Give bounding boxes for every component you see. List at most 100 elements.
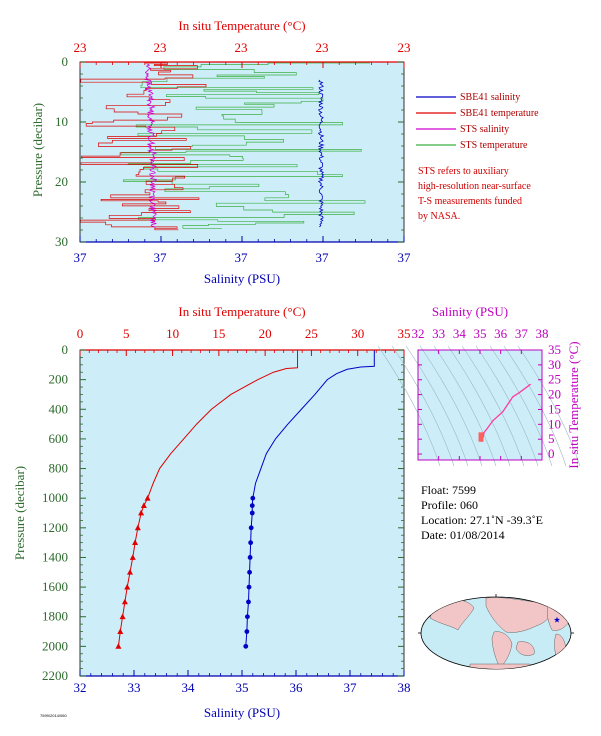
axis-ticks: [79, 61, 405, 243]
salinity-marker: [244, 629, 250, 634]
salinity-marker: [246, 599, 251, 605]
ts-y-tick: 30: [548, 357, 561, 372]
note-line: T-S measurements funded: [418, 196, 522, 207]
top-x2-tick: 23: [154, 40, 167, 55]
sbe41-salinity-trace: [317, 79, 325, 228]
main-y-tick: 2000: [42, 638, 68, 653]
top-x-tick: 37: [316, 250, 330, 265]
ts-x-tick: 35: [474, 326, 487, 341]
salinity-marker: [247, 569, 252, 575]
date: Date: 01/08/2014: [421, 528, 505, 542]
top-y-tick: 30: [55, 234, 68, 249]
temperature-marker: [138, 509, 145, 516]
ts-x-axis-label: Salinity (PSU): [432, 304, 508, 319]
main-x2-tick: 35: [398, 326, 411, 341]
main-y-tick: 800: [49, 461, 69, 476]
ts-series: [478, 383, 532, 442]
temperature-marker: [115, 643, 122, 649]
legend: SBE41 salinity SBE41 temperature STS sal…: [416, 92, 539, 222]
top-y-axis-label: Pressure (decibar): [30, 103, 45, 197]
main-x2-tick: 25: [305, 326, 318, 341]
main-y-tick: 1000: [42, 490, 68, 505]
main-y-tick: 1200: [42, 520, 68, 535]
ts-x-tick: 37: [515, 326, 529, 341]
main-y-tick: 200: [49, 372, 69, 387]
main-x-axis-label: Salinity (PSU): [204, 705, 280, 720]
ts-y-axis-label: In situ Temperature (°C): [566, 341, 581, 468]
profile-number: Profile: 060: [421, 498, 478, 512]
density-contour: [461, 345, 525, 467]
location: Location: 27.1˚N -39.3˚E: [421, 513, 543, 527]
main-x2-tick: 20: [259, 326, 272, 341]
density-contour: [489, 345, 553, 467]
main-x-tick: 32: [74, 680, 87, 695]
top-y-tick: 10: [55, 114, 68, 129]
profile-series: [115, 350, 375, 649]
legend-label: SBE41 salinity: [460, 92, 520, 103]
ts-x-tick: 36: [494, 326, 508, 341]
density-contour: [391, 345, 455, 467]
ts-y-tick: 35: [548, 342, 561, 357]
footer-stamp: 7599/2014/060: [40, 713, 67, 718]
ts-y-tick: 0: [548, 446, 555, 461]
ts-y-tick: 10: [548, 416, 561, 431]
main-x-tick: 34: [182, 680, 196, 695]
main-x-tick: 35: [236, 680, 249, 695]
temperature-marker: [144, 494, 151, 501]
main-x2-tick: 15: [212, 326, 225, 341]
axis-tick-labels: 32 33 34 35 36 37 38 0 5 10 15 20 25 30 35 0 200 400 600 80…: [42, 326, 411, 695]
ts-x-tick: 38: [536, 326, 549, 341]
temperature-marker: [117, 628, 124, 634]
salinity-marker: [248, 525, 254, 531]
top-y-tick: 20: [55, 174, 68, 189]
salinity-marker: [248, 540, 254, 546]
main-y-tick: 2200: [42, 668, 68, 683]
temperature-marker: [140, 502, 147, 508]
float-info: Float: 7599 Profile: 060 Location: 27.1˚…: [421, 483, 543, 542]
top-x2-tick: 23: [235, 40, 248, 55]
salinity-marker: [247, 555, 253, 560]
top-x2-axis-label: In situ Temperature (°C): [178, 18, 305, 33]
note-line: STS refers to auxiliary: [418, 166, 509, 177]
top-x-tick: 37: [398, 250, 412, 265]
top-x-tick: 37: [154, 250, 168, 265]
temperature-marker: [134, 524, 141, 531]
ts-y-tick: 5: [548, 431, 555, 446]
main-x2-tick: 30: [351, 326, 364, 341]
density-contour: [433, 345, 497, 467]
top-y-tick: 0: [62, 54, 69, 69]
near-surface-panel: 23 23 23 23 23 In situ Temperature (°C) …: [30, 18, 411, 286]
main-x2-tick: 0: [77, 326, 84, 341]
world-map: [418, 594, 574, 670]
density-contours: [377, 345, 581, 467]
salinity-marker: [243, 643, 249, 649]
main-x-tick: 38: [398, 680, 411, 695]
top-x-tick: 37: [74, 250, 88, 265]
main-y-tick: 1800: [42, 609, 68, 624]
main-y-axis-label: Pressure (decibar): [12, 466, 27, 560]
salinity-marker: [249, 503, 255, 508]
axis-ticks: [417, 349, 543, 460]
legend-label: STS salinity: [460, 124, 509, 135]
float-id: Float: 7599: [421, 483, 476, 497]
density-contour: [517, 345, 581, 467]
plot-background: [80, 350, 404, 676]
profile-panel: 32 33 34 35 36 37 38 0 5 10 15 20 25 30 35 0 200 400 600 80…: [12, 304, 411, 720]
main-y-tick: 600: [49, 431, 69, 446]
temperature-marker: [132, 539, 139, 546]
plot-background: [418, 350, 542, 460]
main-y-tick: 400: [49, 401, 69, 416]
temperature-profile-line: [147, 350, 299, 499]
salinity-profile-line: [252, 350, 375, 499]
main-y-tick: 1400: [42, 549, 68, 564]
ts-y-tick: 20: [548, 387, 561, 402]
sbe41-temperature-trace: [79, 62, 207, 231]
legend-label: STS temperature: [460, 140, 528, 151]
main-x2-axis-label: In situ Temperature (°C): [178, 304, 305, 319]
density-contour: [475, 345, 539, 467]
main-y-tick: 0: [62, 342, 69, 357]
salinity-marker: [250, 495, 256, 501]
salinity-marker: [249, 510, 255, 516]
temperature-marker: [129, 554, 136, 560]
